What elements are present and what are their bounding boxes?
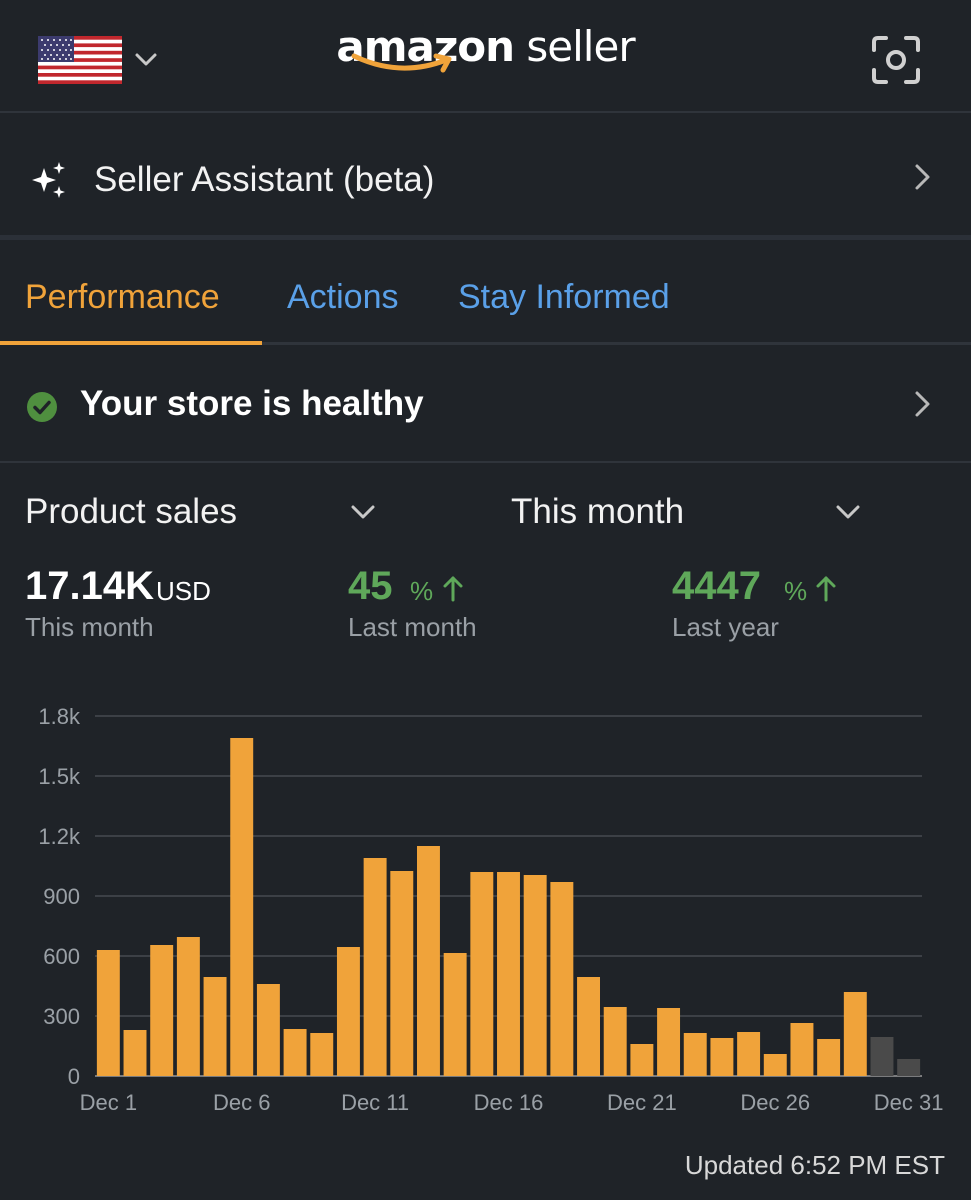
bar — [256, 984, 280, 1076]
x-tick-label: Dec 26 — [740, 1090, 810, 1115]
bar — [603, 1007, 627, 1076]
bar — [523, 875, 547, 1076]
y-tick-label: 1.5k — [38, 764, 81, 789]
y-tick-label: 1.2k — [38, 824, 81, 849]
bar — [737, 1032, 761, 1076]
bar — [763, 1054, 787, 1076]
bar — [630, 1044, 654, 1076]
bar — [843, 992, 867, 1076]
active-tab-indicator — [0, 341, 262, 345]
last-year-change-value: 4447 — [672, 564, 761, 608]
arrow-up-icon — [816, 576, 836, 602]
chevron-down-icon[interactable] — [834, 502, 862, 522]
x-tick-label: Dec 1 — [80, 1090, 137, 1115]
logo-light-text: seller — [514, 22, 635, 71]
seller-assistant-label: Seller Assistant (beta) — [94, 160, 435, 199]
y-tick-label: 1.8k — [38, 704, 81, 729]
bar — [710, 1038, 734, 1076]
metric-dropdown[interactable]: Product sales — [25, 492, 238, 531]
amazon-smile-icon — [351, 53, 452, 73]
store-health-label: Your store is healthy — [80, 384, 424, 423]
sales-total-unit: USD — [156, 576, 211, 606]
top-bar — [0, 0, 971, 113]
bar — [550, 882, 574, 1076]
last-year-change-unit: % — [784, 576, 808, 606]
bar — [283, 1029, 307, 1076]
bar — [683, 1033, 707, 1076]
bar — [123, 1030, 147, 1076]
bar — [790, 1023, 814, 1076]
sales-total-value: 17.14K — [25, 564, 154, 608]
bar — [203, 977, 227, 1076]
bar — [577, 977, 601, 1076]
last-month-change-label: Last month — [348, 612, 477, 642]
tab-performance[interactable]: Performance — [25, 278, 220, 316]
x-tick-label: Dec 16 — [474, 1090, 544, 1115]
bar — [897, 1059, 921, 1076]
bar — [416, 846, 440, 1076]
arrow-up-icon — [443, 576, 463, 602]
chevron-right-icon[interactable] — [912, 162, 934, 192]
product-sales-bar-chart: 0 300 600 900 1.2k 1.5k 1.8k Dec 1 Dec 6 Dec 11 De… — [38, 704, 944, 1115]
seller-assistant-row[interactable] — [0, 115, 971, 240]
bar — [176, 937, 200, 1076]
chevron-down-icon[interactable] — [349, 502, 377, 522]
us-flag-icon[interactable] — [38, 36, 122, 84]
chevron-right-icon[interactable] — [912, 389, 934, 419]
y-tick-label: 0 — [68, 1064, 80, 1089]
last-month-change-value: 45 — [348, 564, 393, 608]
tab-bar — [0, 245, 971, 345]
last-updated-label: Updated 6:52 PM EST — [684, 1150, 945, 1180]
bar — [150, 945, 174, 1076]
tab-stay-informed[interactable]: Stay Informed — [458, 278, 670, 316]
bar — [336, 947, 360, 1076]
y-tick-label: 300 — [43, 1004, 80, 1029]
period-dropdown[interactable]: This month — [511, 492, 685, 531]
bar — [230, 738, 254, 1076]
last-year-change-label: Last year — [672, 612, 779, 642]
x-tick-label: Dec 6 — [213, 1090, 270, 1115]
last-month-change-unit: % — [410, 576, 434, 606]
x-tick-label: Dec 11 — [341, 1090, 409, 1115]
bar — [470, 872, 494, 1076]
bar — [870, 1037, 894, 1076]
y-tick-label: 900 — [43, 884, 80, 909]
bar — [363, 858, 387, 1076]
bar — [497, 872, 520, 1076]
tab-actions[interactable]: Actions — [287, 278, 399, 316]
sales-total-label: This month — [25, 612, 154, 642]
bar — [390, 871, 414, 1076]
sparkle-icon — [32, 162, 65, 198]
store-health-row[interactable] — [0, 345, 971, 463]
bar — [310, 1033, 334, 1076]
camera-scan-icon[interactable] — [870, 34, 922, 86]
chevron-down-icon[interactable] — [132, 46, 160, 74]
check-circle-icon — [27, 392, 57, 422]
bar — [817, 1039, 841, 1076]
bar — [657, 1008, 681, 1076]
bar — [443, 953, 467, 1076]
bar — [96, 950, 120, 1076]
amazon-seller-logo: amazon seller — [0, 22, 971, 71]
y-tick-label: 600 — [43, 944, 80, 969]
x-tick-label: Dec 31 — [874, 1090, 944, 1115]
x-tick-label: Dec 21 — [607, 1090, 677, 1115]
